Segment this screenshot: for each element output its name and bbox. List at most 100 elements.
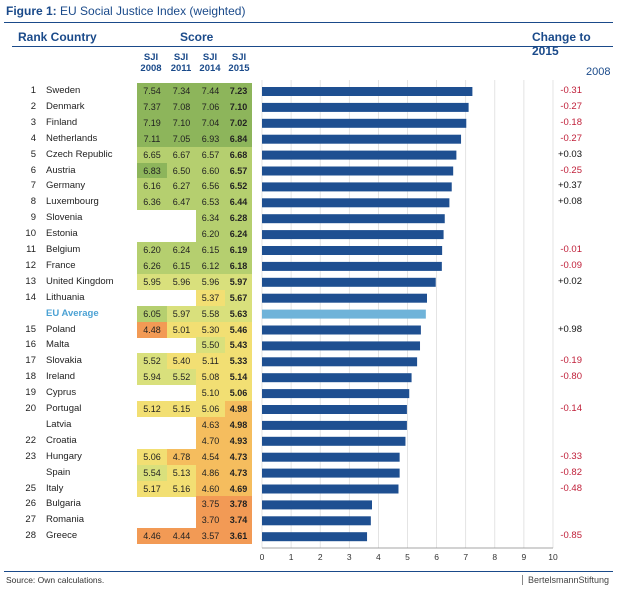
country-cell: Slovakia xyxy=(46,355,82,367)
change-cell: +0.98 xyxy=(557,323,582,335)
score-cell-s2014: 6.15 xyxy=(196,242,225,258)
score-cell-s2015: 4.73 xyxy=(225,448,252,465)
score-cell-s2008: 4.46 xyxy=(137,528,167,545)
rank-cell: 16 xyxy=(25,339,36,351)
x-tick-label: 5 xyxy=(405,552,410,562)
change-cell: -0.25 xyxy=(560,164,582,176)
country-cell: Portugal xyxy=(46,403,82,414)
score-cell-s2008: 5.52 xyxy=(137,353,167,370)
score-cell-s2008: 7.11 xyxy=(137,130,167,147)
score-cell-s2014: 6.53 xyxy=(196,194,225,211)
score-cell-s2008: 7.37 xyxy=(137,98,167,115)
rank-cell: 10 xyxy=(25,228,36,240)
rank-cell: 26 xyxy=(25,498,36,510)
brand-logo: BertelsmannStiftung xyxy=(521,575,609,585)
score-cell-s2015: 5.46 xyxy=(225,321,252,338)
score-cell-s2008: 6.16 xyxy=(137,178,167,195)
x-tick-label: 1 xyxy=(289,552,294,562)
x-tick-label: 2 xyxy=(318,552,323,562)
bar-austria xyxy=(262,166,454,176)
change-cell: -0.14 xyxy=(560,403,582,414)
score-cell-s2015: 3.78 xyxy=(225,496,252,513)
bar-denmark xyxy=(262,102,469,112)
score-cell-s2011: 6.50 xyxy=(167,162,196,179)
figure-title: Figure 1: EU Social Justice Index (weigh… xyxy=(6,4,246,18)
score-cell-s2011: 7.05 xyxy=(167,130,196,147)
bar-czech-republic xyxy=(262,150,457,160)
header-rule xyxy=(12,46,613,47)
score-cell-s2011: 5.97 xyxy=(167,305,196,322)
bottom-rule xyxy=(4,571,613,572)
score-cell-s2014: 7.06 xyxy=(196,98,225,115)
bar-slovakia xyxy=(262,357,418,367)
country-cell: Greece xyxy=(46,530,78,542)
change-cell: -0.01 xyxy=(560,244,582,255)
score-cell-s2014: 6.60 xyxy=(196,162,225,179)
score-cell-s2015: 6.19 xyxy=(225,242,252,258)
col-header-2014: SJI 2014 xyxy=(199,52,221,74)
col-header-2008: SJI 2008 xyxy=(140,52,162,74)
col-header-2015: SJI 2015 xyxy=(228,52,250,74)
score-cell-s2015: 6.44 xyxy=(225,194,252,211)
rank-cell: 8 xyxy=(30,196,36,208)
bar-belgium xyxy=(262,246,443,255)
country-cell: Netherlands xyxy=(46,132,98,144)
change-cell: -0.82 xyxy=(560,466,582,478)
x-tick-label: 8 xyxy=(492,552,497,562)
bar-sweden xyxy=(262,87,473,96)
score-cell-s2011: 7.10 xyxy=(167,114,196,131)
country-cell: Slovenia xyxy=(46,212,83,224)
score-cell-s2014: 5.06 xyxy=(196,401,225,417)
score-cell-s2015: 5.97 xyxy=(225,273,252,290)
score-cell-s2014: 6.20 xyxy=(196,226,225,243)
change-cell: -0.27 xyxy=(560,100,582,112)
score-cell-s2015: 6.68 xyxy=(225,146,252,163)
score-cell-s2014: 3.75 xyxy=(196,496,225,513)
score-cell-s2015: 5.14 xyxy=(225,369,252,386)
country-cell: France xyxy=(46,259,76,271)
rank-cell: 28 xyxy=(25,530,36,542)
country-cell: Malta xyxy=(46,339,70,351)
score-header: Score xyxy=(180,30,214,44)
country-cell: Bulgaria xyxy=(46,498,81,510)
score-cell-s2014: 4.70 xyxy=(196,432,225,449)
change-cell: -0.09 xyxy=(560,259,582,271)
score-cell-s2014: 5.58 xyxy=(196,305,225,322)
bar-italy xyxy=(262,484,399,494)
score-cell-s2015: 4.73 xyxy=(225,464,252,481)
bar-malta xyxy=(262,341,421,351)
change-cell: -0.85 xyxy=(560,530,582,542)
rank-cell: 22 xyxy=(25,434,36,446)
score-cell-s2008: 5.54 xyxy=(137,464,167,481)
score-cell-s2015: 7.23 xyxy=(225,83,252,99)
score-cell-s2011: 6.27 xyxy=(167,178,196,195)
rank-cell: 4 xyxy=(30,132,36,144)
score-cell-s2014: 5.96 xyxy=(196,273,225,290)
rank-cell: 11 xyxy=(26,244,36,255)
rank-cell: 9 xyxy=(30,212,36,224)
change-cell: -0.33 xyxy=(560,450,582,462)
score-cell-s2011: 6.47 xyxy=(167,194,196,211)
change-cell: +0.03 xyxy=(557,148,582,160)
rank-cell: 17 xyxy=(25,355,36,367)
score-cell-s2008: 5.17 xyxy=(137,480,167,497)
country-cell: Croatia xyxy=(46,434,77,446)
bar-spain xyxy=(262,468,400,478)
change-cell: -0.18 xyxy=(560,116,582,128)
rank-cell: 3 xyxy=(30,116,36,128)
change-cell: -0.48 xyxy=(560,482,582,494)
bar-lithuania xyxy=(262,293,427,303)
rank-cell: 19 xyxy=(25,387,36,399)
score-cell-s2014: 5.50 xyxy=(196,337,225,354)
score-cell-s2014: 4.63 xyxy=(196,416,225,433)
score-cell-s2011: 4.78 xyxy=(167,448,196,465)
country-cell: Italy xyxy=(46,482,64,494)
score-cell-s2015: 6.57 xyxy=(225,162,252,179)
score-cell-s2014: 5.11 xyxy=(196,353,225,370)
bar-netherlands xyxy=(262,134,462,144)
score-cell-s2008: 5.94 xyxy=(137,369,167,386)
change-cell: -0.80 xyxy=(560,371,582,383)
score-cell-s2015: 7.10 xyxy=(225,98,252,115)
x-tick-label: 3 xyxy=(347,552,352,562)
bar-croatia xyxy=(262,436,406,446)
